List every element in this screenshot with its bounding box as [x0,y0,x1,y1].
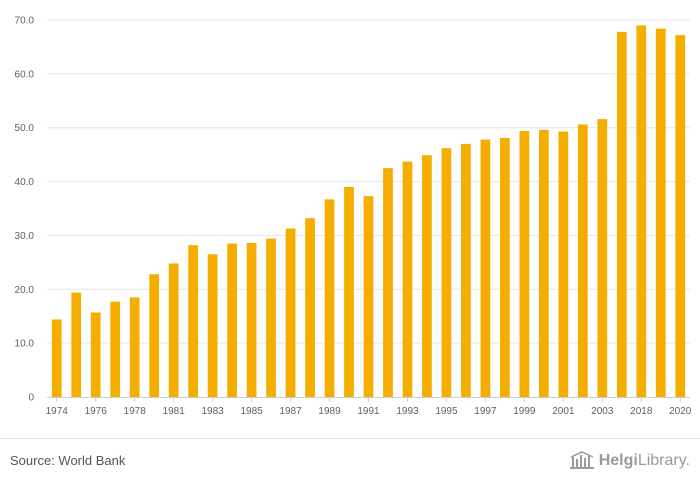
bar-1993[interactable] [402,161,413,397]
bar-1988[interactable] [305,218,315,397]
bar-1981[interactable] [168,263,179,397]
source-label: Source: World Bank [10,453,126,468]
y-tick-label: 0 [28,393,34,404]
bar-1979[interactable] [149,274,160,397]
bar-1996[interactable] [461,143,471,397]
x-tick-label: 1995 [435,406,458,417]
y-tick-label: 30.0 [15,231,35,242]
x-tick-label: 2018 [630,406,653,417]
brand-suffix: Library. [637,452,690,469]
x-tick-label: 1997 [474,406,497,417]
bar-1977[interactable] [110,301,121,397]
x-tick-label: 1991 [357,406,380,417]
axes: 0 10.0 20.0 30.0 40.0 50.0 60.0 70.0 1974 1976 197… [15,16,692,418]
footer: Source: World Bank Helgi Library. [0,438,700,484]
bars [51,25,686,398]
bar-1991[interactable] [363,196,374,397]
x-tick-label: 2003 [591,406,614,417]
bar-2018[interactable] [636,25,647,397]
bar-2002[interactable] [577,124,588,397]
bar-1998[interactable] [500,137,510,397]
library-logo-icon [569,451,594,469]
x-tick-label: 1999 [513,406,536,417]
bar-1986[interactable] [266,238,276,397]
y-tick-label: 60.0 [15,69,35,80]
bar-1976[interactable] [90,312,101,397]
bar-1974[interactable] [51,319,62,397]
bar-1995[interactable] [441,148,452,397]
bar-2001[interactable] [558,131,569,398]
bar-2020[interactable] [675,35,686,397]
y-tick-label: 10.0 [15,339,35,350]
bar-chart: 0 10.0 20.0 30.0 40.0 50.0 60.0 70.0 1974 1976 197… [15,16,692,418]
x-tick-label: 1976 [85,406,108,417]
x-tick-label: 2001 [552,406,575,417]
x-tick-label: 1993 [396,406,419,417]
bar-2000[interactable] [538,129,549,397]
x-tick-label: 1978 [124,406,147,417]
bar-1982[interactable] [188,245,199,397]
bar-1983[interactable] [207,254,218,397]
bar-2004[interactable] [616,31,627,397]
x-tick-label: 1983 [201,406,224,417]
bar-1992[interactable] [383,168,393,397]
bar-1989[interactable] [324,199,335,397]
y-tick-label: 70.0 [15,16,35,27]
x-tick-label: 1981 [163,406,186,417]
brand-logo[interactable]: Helgi Library. [569,449,690,473]
bar-1994[interactable] [422,155,432,397]
bar-1985[interactable] [246,242,257,397]
x-tick-label: 1987 [279,406,302,417]
bar-1984[interactable] [227,243,237,397]
bar-1987[interactable] [285,228,296,397]
x-tick-label: 1974 [46,406,69,417]
bar-1978[interactable] [129,297,140,397]
bar-2019[interactable] [655,28,666,398]
brand-name: Helgi [598,452,638,469]
y-tick-label: 50.0 [15,123,35,134]
bar-1975[interactable] [71,292,82,397]
x-tick-label: 1989 [318,406,341,417]
bar-2003[interactable] [597,119,608,397]
y-tick-label: 40.0 [15,177,35,188]
x-tick-label: 2020 [669,406,692,417]
y-tick-label: 20.0 [15,285,35,296]
bar-1997[interactable] [480,139,491,397]
bar-1999[interactable] [519,130,530,397]
x-tick-label: 1985 [240,406,263,417]
bar-1990[interactable] [344,186,354,397]
